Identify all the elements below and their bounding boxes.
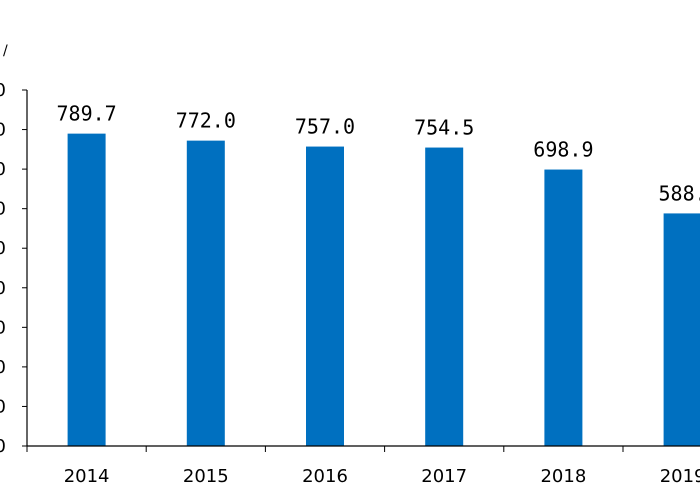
y-tick-label: 0	[0, 199, 6, 220]
y-tick-label: 0	[0, 159, 6, 180]
bar-2016	[306, 146, 344, 446]
y-tick-label: 0	[0, 317, 6, 338]
y-axis: 0 0 0 0 0 0 0 0 0 0	[0, 80, 28, 457]
y-tick-label: 0	[0, 436, 6, 457]
x-tick-label-2017: 2017	[421, 466, 467, 487]
data-label-2015: 772.0	[176, 109, 236, 133]
y-tick-label: 0	[0, 396, 6, 417]
data-labels: 789.7 772.0 757.0 754.5 698.9 588.	[56, 102, 700, 206]
y-tick-label: 0	[0, 357, 6, 378]
bar-2018	[544, 169, 583, 447]
data-label-2018: 698.9	[533, 138, 593, 162]
stray-mark: /	[3, 43, 8, 59]
x-tick-label-2015: 2015	[183, 466, 229, 487]
y-tick-label: 0	[0, 120, 6, 141]
bar-2019	[663, 213, 700, 446]
x-tick-label-2016: 2016	[302, 466, 348, 487]
y-tick-label: 0	[0, 278, 6, 299]
bars	[67, 133, 700, 447]
x-tick-label-2019: 2019	[660, 466, 700, 487]
bar-2014	[67, 133, 106, 447]
x-axis: 2014 2015 2016 2017 2018 2019	[26, 445, 700, 487]
y-tick-label: 0	[0, 238, 6, 259]
data-label-2019: 588.	[659, 181, 700, 205]
data-label-2017: 754.5	[414, 116, 474, 140]
x-tick-label-2014: 2014	[64, 466, 110, 487]
bar-2015	[186, 140, 225, 446]
bar-2017	[425, 147, 464, 446]
x-tick-label-2018: 2018	[540, 466, 586, 487]
y-tick-label: 0	[0, 80, 6, 101]
data-label-2016: 757.0	[295, 115, 355, 139]
data-label-2014: 789.7	[56, 102, 116, 126]
